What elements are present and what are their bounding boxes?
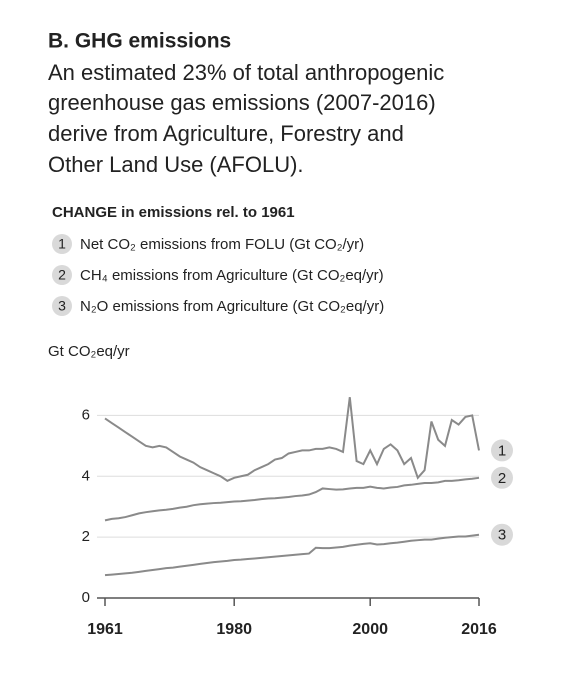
y-tick-label: 0 [82,589,90,606]
legend-badge [52,265,72,285]
series-badge [491,523,513,546]
x-tick-label: 2000 [352,621,388,638]
series-line [104,533,480,577]
series-badge [491,466,513,489]
x-tick-label: 1980 [216,621,252,638]
series-number: 1 [498,442,506,459]
subtitle: greenhouse gas emissions (2007-2016) [48,90,436,115]
subtitle: An estimated 23% of total anthropogenic [48,60,444,85]
x-tick-label: 1961 [87,621,123,638]
x-tick-label: 2016 [461,621,497,638]
legend-number: 1 [58,236,66,252]
y-tick-label: 6 [82,406,90,423]
series-number: 2 [498,470,506,487]
legend-badge [52,296,72,316]
legend-title: CHANGE in emissions rel. to 1961 [52,204,295,221]
series-line [104,476,480,522]
chart-title: B. GHG emissions [48,30,231,53]
legend-number: 3 [58,298,66,314]
subtitle: derive from Agriculture, Forestry and [48,121,404,146]
series-number: 3 [498,527,506,544]
subtitle: Other Land Use (AFOLU). [48,152,304,177]
series-badge [491,439,513,462]
y-axis-label: Gt CO₂eq/yr [48,343,130,360]
legend-label: CH₄ emissions from Agriculture (Gt CO₂eq… [80,267,384,284]
legend-label: Net CO₂ emissions from FOLU (Gt CO₂/yr) [80,236,364,253]
legend-badge [52,234,72,254]
series-line [104,397,480,482]
y-tick-label: 4 [82,467,90,484]
legend-label: N₂O emissions from Agriculture (Gt CO₂eq… [80,298,384,315]
y-tick-label: 2 [82,528,90,545]
legend-number: 2 [58,267,66,283]
